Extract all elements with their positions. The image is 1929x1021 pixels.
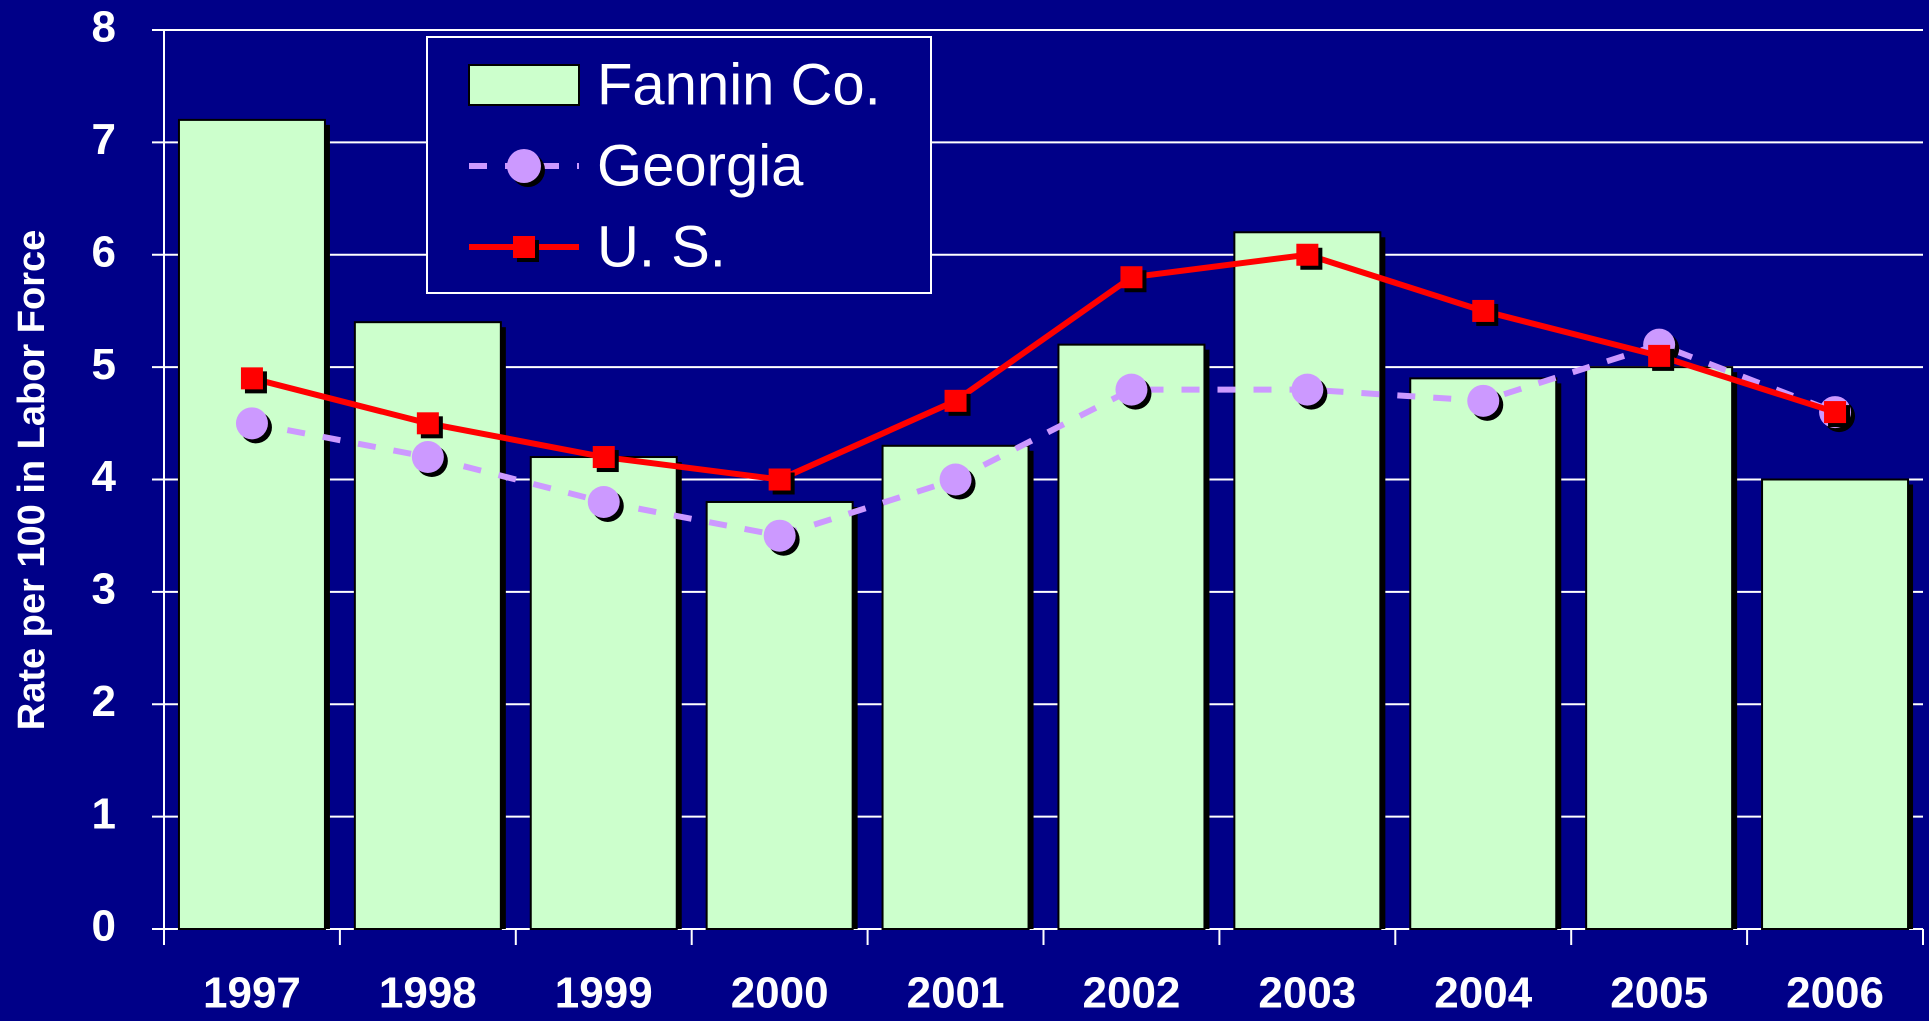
marker [587, 485, 620, 518]
marker [1291, 373, 1324, 406]
bar [1409, 377, 1558, 930]
x-tick-label: 1999 [555, 969, 653, 1018]
y-tick-label: 5 [92, 340, 116, 389]
y-tick-label: 3 [92, 565, 116, 614]
marker [1120, 266, 1143, 289]
legend-label: Fannin Co. [597, 52, 881, 117]
markers [235, 328, 1856, 556]
legend-marker [507, 149, 541, 183]
bar [529, 456, 678, 930]
marker [411, 441, 444, 474]
marker [235, 407, 268, 440]
marker [1648, 344, 1671, 367]
marker [1824, 401, 1847, 424]
bar [705, 500, 854, 930]
x-tick-label: 1997 [203, 969, 301, 1018]
y-tick-label: 8 [92, 3, 116, 52]
x-tick-label: 2005 [1610, 969, 1708, 1018]
x-tick-label: 1998 [379, 969, 477, 1018]
y-tick-label: 6 [92, 227, 116, 276]
bar [881, 444, 1030, 930]
markers [240, 243, 1851, 495]
bar [1761, 478, 1910, 930]
legend-swatch [468, 64, 580, 106]
marker [1296, 243, 1319, 266]
bar [1585, 366, 1734, 930]
marker [768, 468, 791, 491]
x-tick-label: 2004 [1434, 969, 1532, 1018]
x-tick-label: 2001 [907, 969, 1005, 1018]
y-tick-label: 4 [92, 452, 117, 501]
y-tick-label: 0 [92, 902, 116, 951]
marker [939, 463, 972, 496]
x-tick-label: 2000 [731, 969, 829, 1018]
y-tick-label: 1 [92, 789, 116, 838]
marker [592, 446, 615, 469]
marker [944, 389, 967, 412]
y-axis-label: Rate per 100 in Labor Force [11, 230, 53, 731]
line [251, 341, 1837, 539]
marker [1472, 299, 1495, 322]
legend-marker [513, 236, 535, 258]
x-tick-label: 2002 [1083, 969, 1181, 1018]
bar [177, 118, 326, 930]
legend-label: Georgia [597, 133, 804, 198]
x-tick-label: 2003 [1258, 969, 1356, 1018]
legend-label: U. S. [597, 214, 726, 279]
marker [763, 519, 796, 552]
marker [240, 367, 263, 390]
marker [416, 412, 439, 435]
line [251, 251, 1836, 483]
y-tick-label: 2 [92, 677, 116, 726]
x-tick-label: 2006 [1786, 969, 1884, 1018]
bar [1057, 343, 1206, 930]
bar [1233, 231, 1382, 930]
marker [1467, 384, 1500, 417]
marker [1115, 373, 1148, 406]
y-tick-label: 7 [92, 115, 116, 164]
